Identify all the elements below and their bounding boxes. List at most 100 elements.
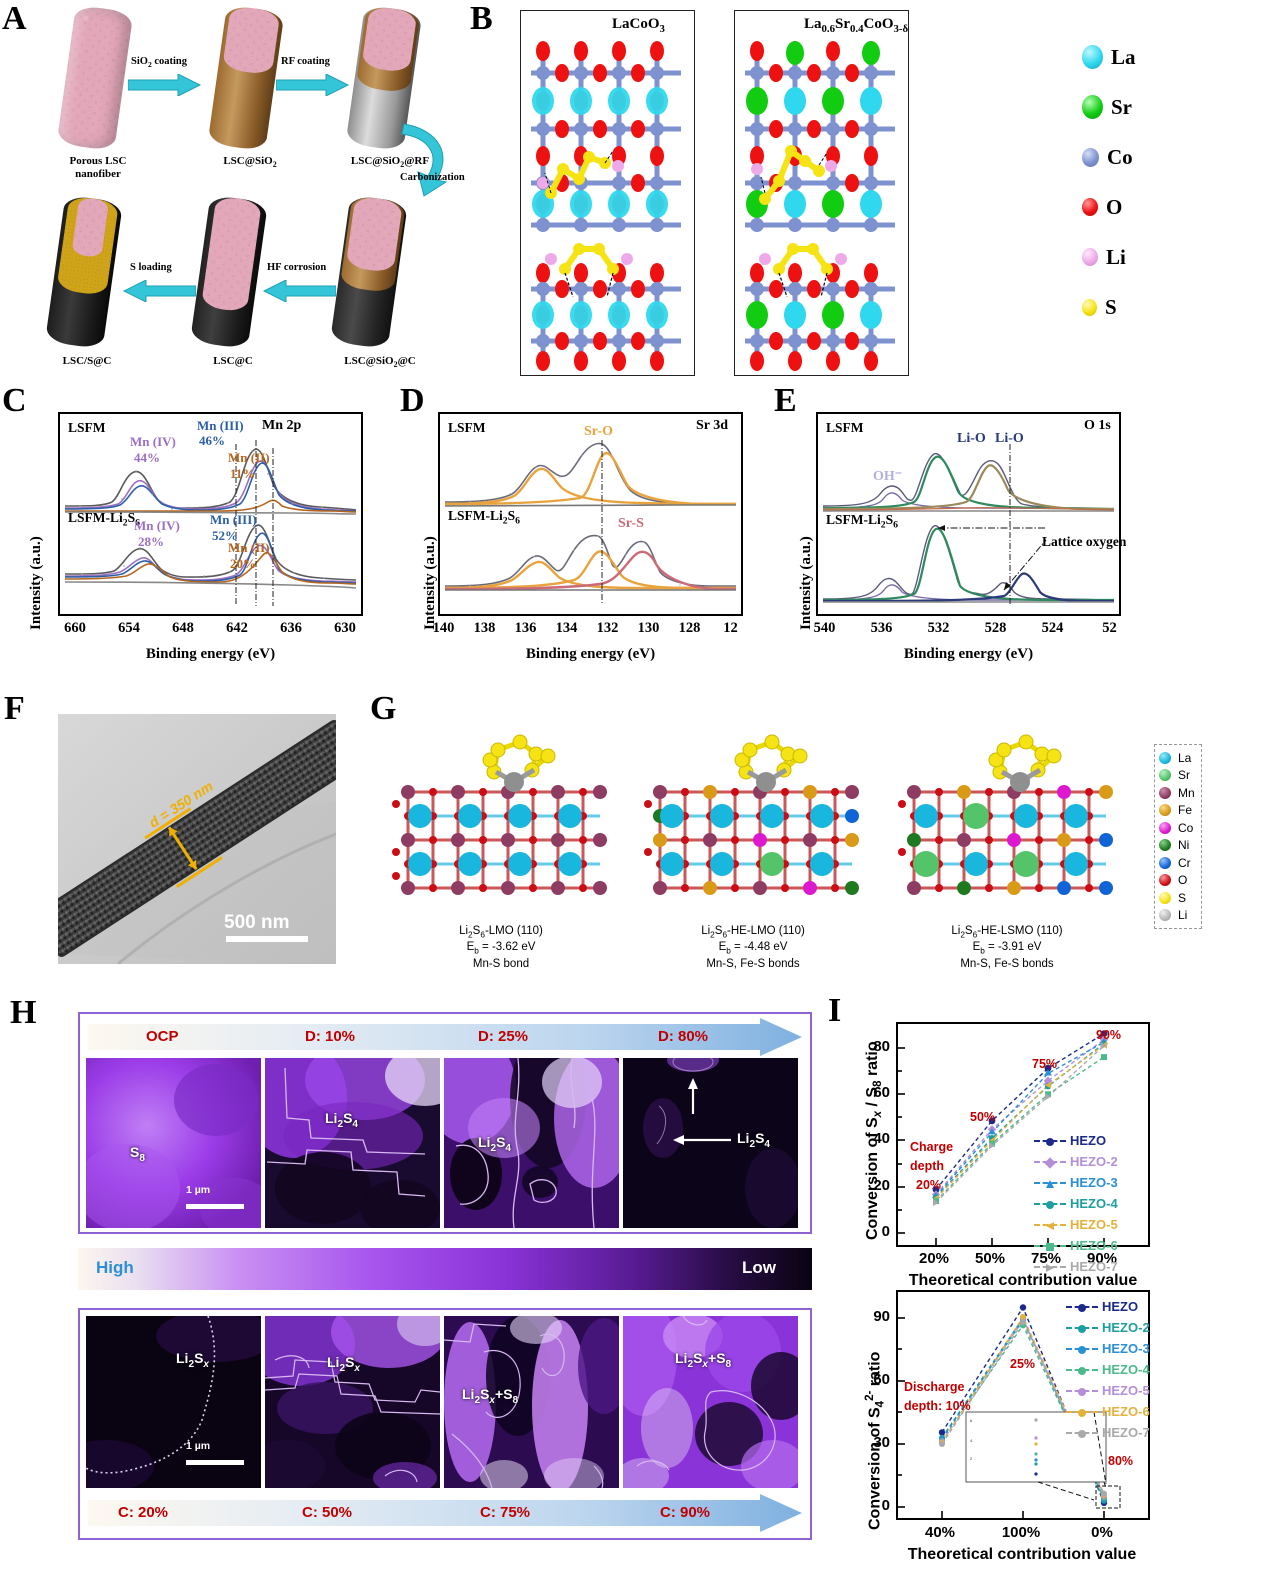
i-top-ytick-4: 80	[873, 1038, 890, 1055]
xtick: 540	[813, 620, 836, 636]
h-map-label-6: Li2Sx+S8	[462, 1386, 519, 1406]
legend-marker-circle	[1078, 1408, 1086, 1417]
legend-line	[1034, 1156, 1066, 1169]
panel-c-spectra-svg	[64, 440, 357, 606]
arrow-right-1-icon	[128, 74, 202, 96]
i-top-legend-item-5: HEZO-6	[1034, 1235, 1118, 1256]
panel-c-letter: C	[2, 382, 27, 419]
panel-e-spectra-svg	[822, 444, 1115, 606]
legend-marker-circle	[1078, 1387, 1086, 1396]
lsc-lattice-svg	[745, 41, 895, 371]
legend-line	[1066, 1387, 1098, 1396]
h-scalebar-text-1: 1 µm	[186, 1440, 211, 1452]
i-top-ann-20: 20%	[916, 1178, 942, 1192]
co-atom-icon	[1159, 821, 1171, 834]
xtick: 642	[226, 620, 248, 636]
i-legend-label: HEZO-4	[1070, 1196, 1118, 1211]
svg-text:6: 6	[970, 1418, 973, 1423]
legend-item-co: Co	[1082, 132, 1136, 182]
legend-marker-circle	[1078, 1324, 1086, 1333]
slab-1-eb: Eb = -3.62 eV	[466, 941, 536, 956]
panel-d-sr3d-xps: D Intensity (a.u.)	[396, 384, 774, 684]
i-bottom-xtick-2: 0%	[1091, 1524, 1113, 1541]
panel-b-legend: La Sr Co O Li S	[1082, 32, 1136, 332]
h-colorbar-low-label: Low	[742, 1258, 776, 1277]
g-legend-label: Fe	[1178, 803, 1193, 818]
h-map-label-0: S8	[130, 1144, 145, 1164]
legend-line	[1066, 1429, 1098, 1438]
panel-d-xlabel: Binding energy (eV)	[525, 646, 656, 662]
legend-label: O	[1106, 194, 1123, 219]
panel-e-lio-label-0: Li-O	[957, 431, 986, 446]
g-legend-item-la: La	[1159, 749, 1195, 767]
panel-b-letter: B	[470, 0, 493, 37]
i-top-legend: HEZO HEZO-2 HEZO-3 HEZO-4 HEZO-5 HEZO-6 …	[1034, 1130, 1118, 1277]
i-top-ann-90: 90%	[1096, 1028, 1122, 1042]
li-atom-icon	[1082, 248, 1098, 266]
legend-line	[1066, 1366, 1098, 1375]
legend-line	[1066, 1345, 1098, 1354]
slab-3-bonds: Mn-S, Fe-S bonds	[960, 957, 1054, 970]
lsc-structure-box	[734, 10, 909, 376]
i-top-ytick-0: 0	[881, 1223, 890, 1240]
xtick: 136	[514, 620, 537, 636]
panel-c-xlabel: Binding energy (eV)	[145, 646, 276, 662]
i-top-ytick-3: 60	[873, 1084, 890, 1101]
panel-g-dft-slabs: G	[364, 686, 1269, 986]
i-bottom-chart-svg: 6 4 2	[898, 1304, 1121, 1518]
xtick: 134	[555, 620, 578, 636]
xtick: 636	[280, 620, 302, 636]
panel-c-mn2p-xps: C Intensity (a.u.)	[0, 384, 400, 684]
slab-2-bonds: Mn-S, Fe-S bonds	[706, 957, 800, 970]
la-atom-icon	[1082, 45, 1103, 69]
arrow-carbonization-icon	[401, 123, 448, 197]
slab-1-name: Li2S6-LMO (110)	[459, 925, 543, 940]
legend-marker-circle	[1078, 1345, 1086, 1354]
xtick: 648	[172, 620, 194, 636]
i-top-ann-75: 75%	[1032, 1057, 1058, 1071]
h-map-svg-5	[265, 1316, 440, 1488]
h-map-svg-3	[623, 1058, 798, 1228]
i-bottom-ann-80: 80%	[1108, 1454, 1134, 1468]
xtick: 52	[1102, 620, 1117, 636]
o-atom-icon	[1159, 874, 1171, 887]
xtick: 132	[596, 620, 619, 636]
slab-2-eb: Eb = -4.48 eV	[718, 941, 788, 956]
legend-label: Co	[1107, 144, 1133, 169]
panel-c-ylabel: Intensity (a.u.)	[28, 536, 44, 630]
slab-li2s6-he-lsmo	[892, 712, 1122, 922]
i-bottom-legend-item-6: HEZO-7	[1066, 1422, 1150, 1443]
panel-c-mn2-pct-0: 11%	[230, 466, 256, 481]
h-stage-0: OCP	[146, 1028, 179, 1045]
i-legend-label: HEZO-4	[1102, 1362, 1150, 1377]
o-atom-icon	[1082, 198, 1098, 216]
panel-d-plot-frame	[438, 412, 743, 616]
panel-c-xticks: 660 654 648 642 636 630	[48, 620, 374, 637]
fiber-lsc-sio2	[207, 4, 285, 152]
mn-atom-icon	[1159, 786, 1171, 799]
fiber-label-5: LSC/S@C	[62, 355, 112, 367]
xtick: 528	[984, 620, 1007, 636]
arrow-left-1-icon	[262, 280, 336, 302]
g-legend-label: Co	[1178, 820, 1194, 835]
i-bottom-ytick-2: 60	[873, 1371, 890, 1388]
i-legend-label: HEZO-6	[1070, 1238, 1118, 1253]
panel-d-letter: D	[400, 382, 425, 419]
i-legend-label: HEZO	[1102, 1299, 1139, 1314]
xtick: 130	[637, 620, 660, 636]
legend-marker-triangle-right	[1046, 1263, 1054, 1272]
i-top-plot-frame	[896, 1022, 1150, 1247]
h-map-label-4: Li2Sx	[176, 1350, 210, 1370]
i-top-xtick-3: 90%	[1086, 1250, 1118, 1267]
xtick: 524	[1041, 620, 1064, 636]
i-bottom-plot-frame: 6 4 2	[896, 1290, 1150, 1520]
legend-line	[1066, 1324, 1098, 1333]
g-legend-item-cr: Cr	[1159, 854, 1195, 872]
h-map-svg-4	[86, 1316, 261, 1488]
i-legend-label: HEZO-3	[1102, 1341, 1150, 1356]
h-top-map-2: Li2S4	[444, 1058, 619, 1228]
i-bottom-xtick-1: 100%	[1001, 1524, 1041, 1541]
slab-3-eb: Eb = -3.91 eV	[972, 941, 1042, 956]
xtick: 630	[334, 620, 356, 636]
i-bottom-ann-discharge: Discharge depth: 10%	[904, 1380, 971, 1413]
